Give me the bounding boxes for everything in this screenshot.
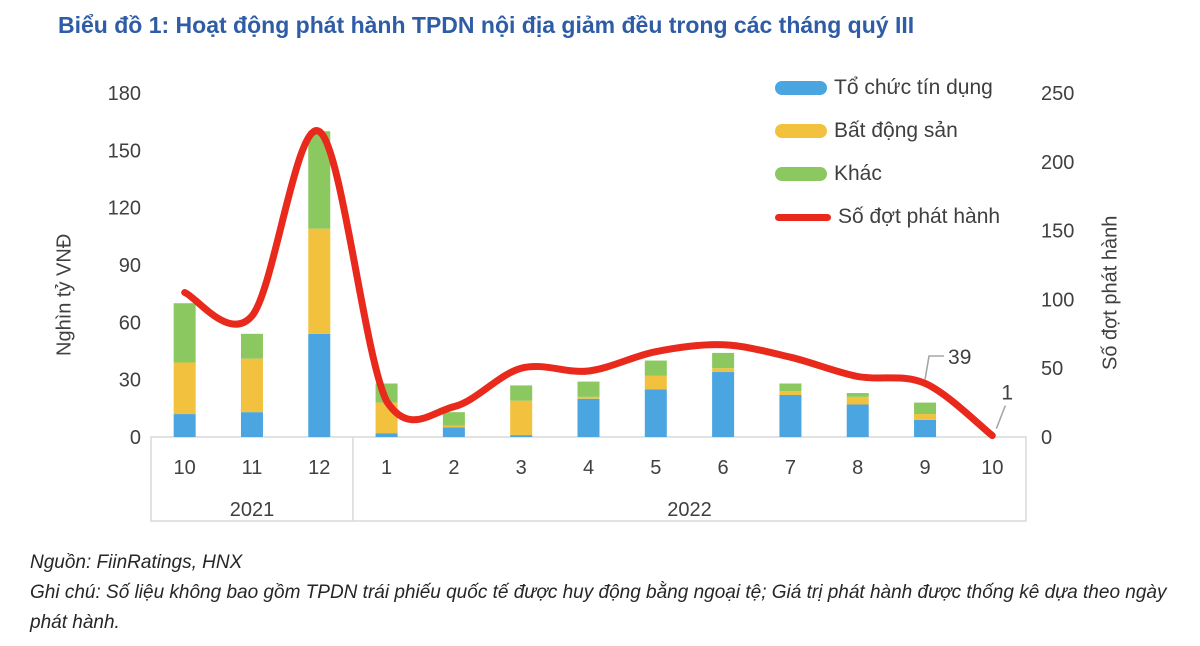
credit-swatch-icon: [775, 81, 827, 95]
left-axis-tick: 30: [119, 370, 141, 392]
left-axis-tick: 180: [108, 83, 141, 105]
legend-label-issuance-line: Số đợt phát hành: [838, 205, 1001, 228]
bar-segment-2: [914, 402, 937, 415]
year-label: 2022: [667, 499, 712, 521]
month-label: 9: [919, 457, 930, 479]
left-axis-tick: 90: [119, 255, 141, 277]
month-label: 8: [852, 457, 863, 479]
bar-segment-2: [173, 303, 196, 363]
legend-label-realestate: Bất động sản: [834, 119, 958, 142]
legend: Tổ chức tín dụng Bất động sản Khác Số đợ…: [775, 76, 1000, 229]
right-axis-title: Số đợt phát hành: [1099, 215, 1122, 370]
bar-segment-1: [308, 228, 331, 334]
bar-segment-1: [442, 425, 465, 428]
bar-segment-2: [442, 412, 465, 426]
month-label: 5: [650, 457, 661, 479]
bar-segment-2: [779, 383, 802, 392]
bar-segment-2: [240, 333, 263, 359]
bar-segment-1: [779, 391, 802, 395]
left-axis-tick: 150: [108, 140, 141, 162]
right-axis-tick: 200: [1041, 152, 1074, 174]
right-axis-tick: 150: [1041, 221, 1074, 243]
bar-segment-2: [644, 360, 667, 376]
bar-segment-0: [914, 419, 937, 437]
bar-segment-0: [779, 394, 802, 437]
bar-segment-1: [240, 358, 263, 413]
bar-segment-0: [173, 414, 196, 437]
bar-segment-0: [846, 404, 869, 437]
month-label: 2: [448, 457, 459, 479]
bar-segment-0: [442, 427, 465, 437]
issuance-line: [181, 127, 996, 440]
month-label: 10: [174, 457, 196, 479]
month-label: 11: [242, 457, 263, 479]
bar-segment-0: [644, 389, 667, 437]
year-label: 2021: [230, 499, 275, 521]
callout-value: 39: [948, 346, 971, 369]
month-label: 12: [308, 457, 330, 479]
bar-segment-0: [308, 333, 331, 437]
month-label: 3: [516, 457, 527, 479]
bar-segment-0: [712, 372, 735, 437]
right-axis-tick: 50: [1041, 358, 1063, 380]
left-axis-tick: 0: [130, 427, 141, 449]
chart-title: Biểu đồ 1: Hoạt động phát hành TPDN nội …: [58, 12, 915, 38]
legend-label-credit: Tổ chức tín dụng: [834, 76, 993, 99]
note-text: Ghi chú: Số liệu không bao gồm TPDN trái…: [30, 582, 1167, 633]
other-swatch-icon: [775, 167, 827, 181]
bar-segment-0: [577, 398, 600, 437]
bar-segment-2: [510, 385, 533, 401]
right-axis-tick: 250: [1041, 83, 1074, 105]
right-axis-tick: 0: [1041, 427, 1052, 449]
source-text: Nguồn: FiinRatings, HNX: [30, 552, 243, 573]
left-axis-title: Nghìn tỷ VNĐ: [53, 233, 76, 357]
bar-segment-0: [510, 435, 533, 437]
footer: Nguồn: FiinRatings, HNX Ghi chú: Số liệu…: [30, 548, 1170, 638]
realestate-swatch-icon: [775, 124, 827, 138]
category-box: [150, 436, 1027, 522]
bar-segment-0: [240, 412, 263, 437]
bar-segment-2: [846, 393, 869, 397]
month-label: 1: [381, 457, 392, 479]
bar-segment-0: [375, 433, 398, 437]
month-label: 7: [785, 457, 796, 479]
month-label: 4: [583, 457, 594, 479]
bar-segment-2: [577, 381, 600, 397]
bar-segment-1: [712, 368, 735, 373]
callout-value: 1: [1001, 382, 1013, 405]
bar-segment-1: [173, 362, 196, 415]
bar-segment-1: [914, 414, 937, 420]
bar-segment-2: [308, 131, 331, 229]
callout-leader: [924, 355, 945, 380]
bar-segment-2: [712, 352, 735, 369]
callout-leader: [995, 405, 1007, 429]
legend-item-realestate: Bất động sản: [775, 119, 1000, 143]
legend-item-issuance-line: Số đợt phát hành: [775, 205, 1000, 229]
right-axis-tick: 100: [1041, 289, 1074, 311]
bar-segment-1: [846, 396, 869, 405]
legend-item-credit: Tổ chức tín dụng: [775, 76, 1000, 100]
bar-segment-1: [577, 396, 600, 399]
legend-item-other: Khác: [775, 162, 1000, 186]
bar-segment-1: [510, 400, 533, 436]
left-axis-tick: 60: [119, 312, 141, 334]
issuance-line-swatch-icon: [775, 213, 831, 221]
month-label: 6: [718, 457, 729, 479]
legend-label-other: Khác: [834, 162, 882, 185]
left-axis-tick: 120: [108, 198, 141, 220]
month-label: 10: [981, 457, 1003, 479]
bar-segment-1: [644, 375, 667, 390]
